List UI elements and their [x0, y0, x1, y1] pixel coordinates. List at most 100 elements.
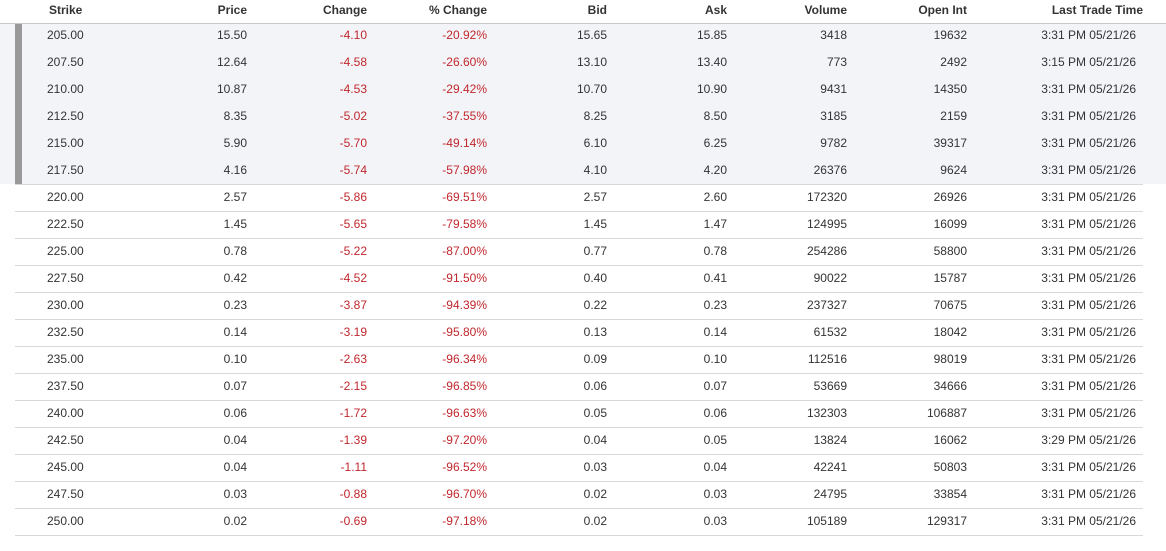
bid-cell: 0.22 [583, 298, 607, 312]
row-divider [15, 454, 1143, 455]
price-cell: 0.10 [223, 352, 247, 366]
pct-change-cell: -79.58% [442, 217, 487, 231]
table-row[interactable]: 245.00 0.04 -1.11 -96.52% 0.03 0.04 42241 50803… [0, 454, 1166, 482]
table-row[interactable]: 212.50 8.35 -5.02 -37.55% 8.25 8.50 3185 2159 3:… [0, 103, 1166, 131]
bid-cell: 0.02 [583, 487, 607, 501]
volume-cell: 9782 [820, 136, 847, 150]
last-trade-time-cell: 3:29 PM 05/21/26 [1041, 433, 1136, 447]
row-divider [15, 292, 1143, 293]
last-trade-time-cell: 3:31 PM 05/21/26 [1041, 190, 1136, 204]
column-header-strike[interactable]: Strike [49, 3, 83, 17]
change-cell: -0.69 [339, 514, 367, 528]
table-row[interactable]: 240.00 0.06 -1.72 -96.63% 0.05 0.06 132303 1068… [0, 400, 1166, 428]
open-int-cell: 50803 [933, 460, 967, 474]
last-trade-time-cell: 3:31 PM 05/21/26 [1041, 379, 1136, 393]
bid-cell: 0.40 [583, 271, 607, 285]
strike-cell: 245.00 [47, 460, 84, 474]
table-row[interactable]: 222.50 1.45 -5.65 -79.58% 1.45 1.47 124995 1609… [0, 211, 1166, 239]
change-cell: -5.86 [339, 190, 367, 204]
last-trade-time-cell: 3:31 PM 05/21/26 [1041, 406, 1136, 420]
volume-cell: 3418 [820, 28, 847, 42]
last-trade-time-cell: 3:31 PM 05/21/26 [1041, 271, 1136, 285]
ask-cell: 0.06 [703, 406, 727, 420]
pct-change-cell: -97.20% [442, 433, 487, 447]
table-row[interactable]: 220.00 2.57 -5.86 -69.51% 2.57 2.60 172320 2692… [0, 184, 1166, 212]
last-trade-time-cell: 3:15 PM 05/21/26 [1041, 55, 1136, 69]
bid-cell: 10.70 [576, 82, 607, 96]
ask-cell: 0.10 [703, 352, 727, 366]
bid-cell: 8.25 [583, 109, 607, 123]
ask-cell: 15.85 [696, 28, 727, 42]
bid-cell: 0.02 [583, 514, 607, 528]
bid-cell: 15.65 [576, 28, 607, 42]
strike-cell: 242.50 [47, 433, 84, 447]
bid-cell: 1.45 [583, 217, 607, 231]
change-cell: -4.52 [339, 271, 367, 285]
table-row[interactable]: 210.00 10.87 -4.53 -29.42% 10.70 10.90 9431 143… [0, 76, 1166, 104]
table-row[interactable]: 227.50 0.42 -4.52 -91.50% 0.40 0.41 90022 15787… [0, 265, 1166, 293]
table-row[interactable]: 225.00 0.78 -5.22 -87.00% 0.77 0.78 254286 5880… [0, 238, 1166, 266]
change-cell: -5.65 [339, 217, 367, 231]
column-header-open-int[interactable]: Open Int [918, 3, 967, 17]
last-trade-time-cell: 3:31 PM 05/21/26 [1041, 352, 1136, 366]
row-divider [15, 238, 1143, 239]
bid-cell: 0.13 [583, 325, 607, 339]
change-cell: -2.15 [339, 379, 367, 393]
open-int-cell: 129317 [926, 514, 967, 528]
strike-cell: 235.00 [47, 352, 84, 366]
row-divider [15, 346, 1143, 347]
table-row[interactable]: 237.50 0.07 -2.15 -96.85% 0.06 0.07 53669 34666… [0, 373, 1166, 401]
strike-cell: 217.50 [47, 163, 84, 177]
column-header-bid[interactable]: Bid [587, 3, 607, 17]
last-trade-time-cell: 3:31 PM 05/21/26 [1041, 460, 1136, 474]
table-row[interactable]: 242.50 0.04 -1.39 -97.20% 0.04 0.05 13824 16062… [0, 427, 1166, 455]
column-header-last-trade-time[interactable]: Last Trade Time [1051, 3, 1143, 17]
volume-cell: 254286 [806, 244, 847, 258]
bid-cell: 6.10 [583, 136, 607, 150]
column-header-pct-change[interactable]: % Change [428, 3, 487, 17]
column-header-ask[interactable]: Ask [704, 3, 727, 17]
price-cell: 2.57 [223, 190, 247, 204]
last-trade-time-cell: 3:31 PM 05/21/26 [1041, 217, 1136, 231]
volume-cell: 24795 [813, 487, 847, 501]
pct-change-cell: -97.18% [442, 514, 487, 528]
open-int-cell: 18042 [933, 325, 967, 339]
table-row[interactable]: 232.50 0.14 -3.19 -95.80% 0.13 0.14 61532 18042… [0, 319, 1166, 347]
last-trade-time-cell: 3:31 PM 05/21/26 [1041, 514, 1136, 528]
column-header-volume[interactable]: Volume [804, 3, 847, 17]
strike-cell: 247.50 [47, 487, 84, 501]
row-divider [15, 265, 1143, 266]
table-row[interactable]: 217.50 4.16 -5.74 -57.98% 4.10 4.20 26376 9624 3… [0, 157, 1166, 185]
ask-cell: 6.25 [703, 136, 727, 150]
table-row[interactable]: 247.50 0.03 -0.88 -96.70% 0.02 0.03 24795 33854… [0, 481, 1166, 509]
open-int-cell: 2159 [940, 109, 967, 123]
open-int-cell: 14350 [933, 82, 967, 96]
table-row[interactable]: 230.00 0.23 -3.87 -94.39% 0.22 0.23 237327 7067… [0, 292, 1166, 320]
table-row[interactable]: 207.50 12.64 -4.58 -26.60% 13.10 13.40 773 2492… [0, 49, 1166, 77]
pct-change-cell: -96.34% [442, 352, 487, 366]
pct-change-cell: -96.63% [442, 406, 487, 420]
change-cell: -4.58 [339, 55, 367, 69]
open-int-cell: 33854 [933, 487, 967, 501]
column-header-change[interactable]: Change [322, 3, 367, 17]
ask-cell: 0.41 [703, 271, 727, 285]
ask-cell: 13.40 [696, 55, 727, 69]
strike-cell: 230.00 [47, 298, 84, 312]
table-row[interactable]: 205.00 15.50 -4.10 -20.92% 15.65 15.85 3418 196… [0, 22, 1166, 50]
row-divider [15, 535, 1143, 536]
ask-cell: 1.47 [703, 217, 727, 231]
change-cell: -2.63 [339, 352, 367, 366]
price-cell: 12.64 [216, 55, 247, 69]
in-the-money-indicator [15, 76, 22, 104]
volume-cell: 13824 [813, 433, 847, 447]
column-header-price[interactable]: Price [217, 3, 247, 17]
pct-change-cell: -96.52% [442, 460, 487, 474]
row-divider [15, 427, 1143, 428]
strike-cell: 215.00 [47, 136, 84, 150]
table-row[interactable]: 215.00 5.90 -5.70 -49.14% 6.10 6.25 9782 39317 3… [0, 130, 1166, 158]
table-row[interactable]: 250.00 0.02 -0.69 -97.18% 0.02 0.03 105189 1293… [0, 508, 1166, 536]
in-the-money-indicator [15, 49, 22, 77]
pct-change-cell: -69.51% [442, 190, 487, 204]
price-cell: 15.50 [216, 28, 247, 42]
table-row[interactable]: 235.00 0.10 -2.63 -96.34% 0.09 0.10 112516 9801… [0, 346, 1166, 374]
